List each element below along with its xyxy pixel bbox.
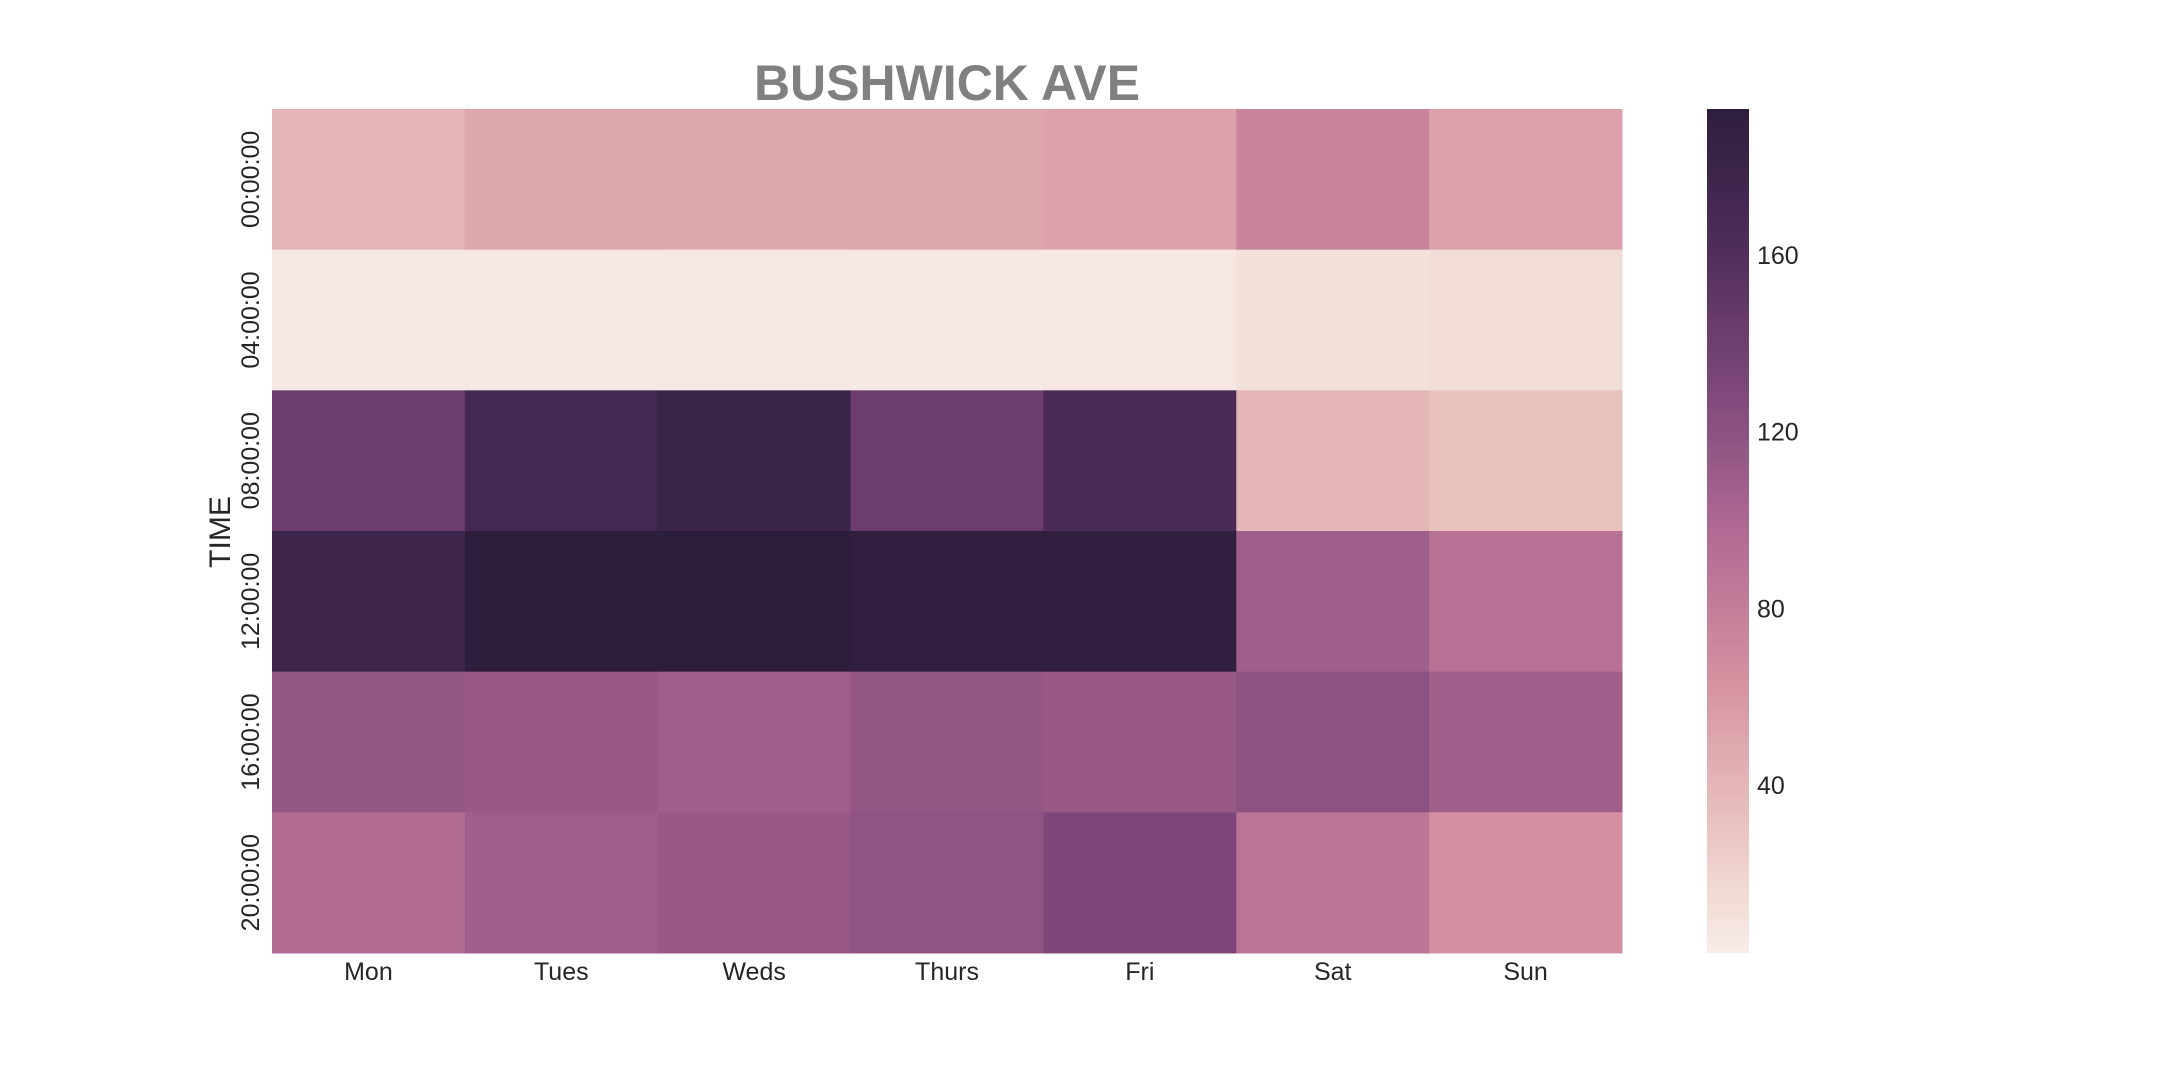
heatmap-cell xyxy=(1236,390,1430,532)
heatmap-cell xyxy=(464,390,659,532)
heatmap-cell xyxy=(1043,812,1237,954)
heatmap-cell xyxy=(850,109,1044,251)
x-tick-label: Weds xyxy=(722,958,785,986)
heatmap-cell xyxy=(464,531,659,673)
heatmap-cell xyxy=(272,671,466,813)
heatmap-cell xyxy=(1429,390,1623,532)
heatmap-cell xyxy=(1429,249,1623,391)
y-tick-label: 04:00:00 xyxy=(237,271,265,368)
heatmap-cell xyxy=(272,390,466,532)
heatmap-cells xyxy=(272,109,1623,954)
colorbar-tick-label: 120 xyxy=(1757,419,1799,447)
heatmap-cell xyxy=(1429,109,1623,251)
heatmap-cell xyxy=(850,390,1044,532)
heatmap-cell xyxy=(464,249,659,391)
heatmap-cell xyxy=(464,109,659,251)
heatmap-cell xyxy=(464,812,659,954)
y-tick-label: 20:00:00 xyxy=(237,834,265,931)
heatmap-cell xyxy=(657,249,852,391)
heatmap-cell xyxy=(272,249,466,391)
heatmap-cell xyxy=(1043,531,1237,673)
heatmap-cell xyxy=(464,671,659,813)
heatmap-cell xyxy=(1236,531,1430,673)
chart-title: BUSHWICK AVE xyxy=(754,55,1140,111)
x-tick-label: Tues xyxy=(534,958,589,986)
heatmap-cell xyxy=(272,531,466,673)
colorbar xyxy=(1707,109,1749,953)
heatmap-cell xyxy=(1043,671,1237,813)
heatmap-cell xyxy=(657,671,852,813)
heatmap-cell xyxy=(850,531,1044,673)
heatmap-cell xyxy=(657,109,852,251)
heatmap-cell xyxy=(657,812,852,954)
colorbar-tick-label: 40 xyxy=(1757,772,1785,800)
heatmap-cell xyxy=(1043,390,1237,532)
y-tick-label: 12:00:00 xyxy=(237,553,265,650)
heatmap-cell xyxy=(1236,249,1430,391)
y-tick-label: 08:00:00 xyxy=(237,412,265,509)
y-axis-label: TIME xyxy=(204,496,237,568)
y-axis-ticks: 00:00:00 04:00:00 08:00:00 12:00:00 16:00:00… xyxy=(237,131,265,932)
heatmap-cell xyxy=(1043,249,1237,391)
heatmap-cell xyxy=(1236,109,1430,251)
y-tick-label: 16:00:00 xyxy=(237,693,265,790)
heatmap-cell xyxy=(272,109,466,251)
heatmap-cell xyxy=(1429,812,1623,954)
heatmap-cell xyxy=(1429,531,1623,673)
x-tick-label: Mon xyxy=(344,958,393,986)
colorbar-tick-label: 160 xyxy=(1757,242,1799,270)
x-tick-label: Thurs xyxy=(915,958,979,986)
heatmap-cell xyxy=(272,812,466,954)
colorbar-tick-label: 80 xyxy=(1757,595,1785,623)
heatmap-cell xyxy=(850,249,1044,391)
heatmap-cell xyxy=(1429,671,1623,813)
heatmap-cell xyxy=(657,390,852,532)
heatmap-cell xyxy=(850,812,1044,954)
heatmap-cell xyxy=(850,671,1044,813)
heatmap-cell xyxy=(1236,671,1430,813)
heatmap-cell xyxy=(657,531,852,673)
colorbar-ticks: 40 80 120 160 xyxy=(1757,242,1799,800)
x-tick-label: Fri xyxy=(1125,958,1154,986)
y-tick-label: 00:00:00 xyxy=(237,131,265,228)
x-tick-label: Sat xyxy=(1314,958,1352,986)
heatmap-cell xyxy=(1043,109,1237,251)
x-axis-ticks: Mon Tues Weds Thurs Fri Sat Sun xyxy=(344,958,1548,986)
heatmap-cell xyxy=(1236,812,1430,954)
x-tick-label: Sun xyxy=(1503,958,1547,986)
